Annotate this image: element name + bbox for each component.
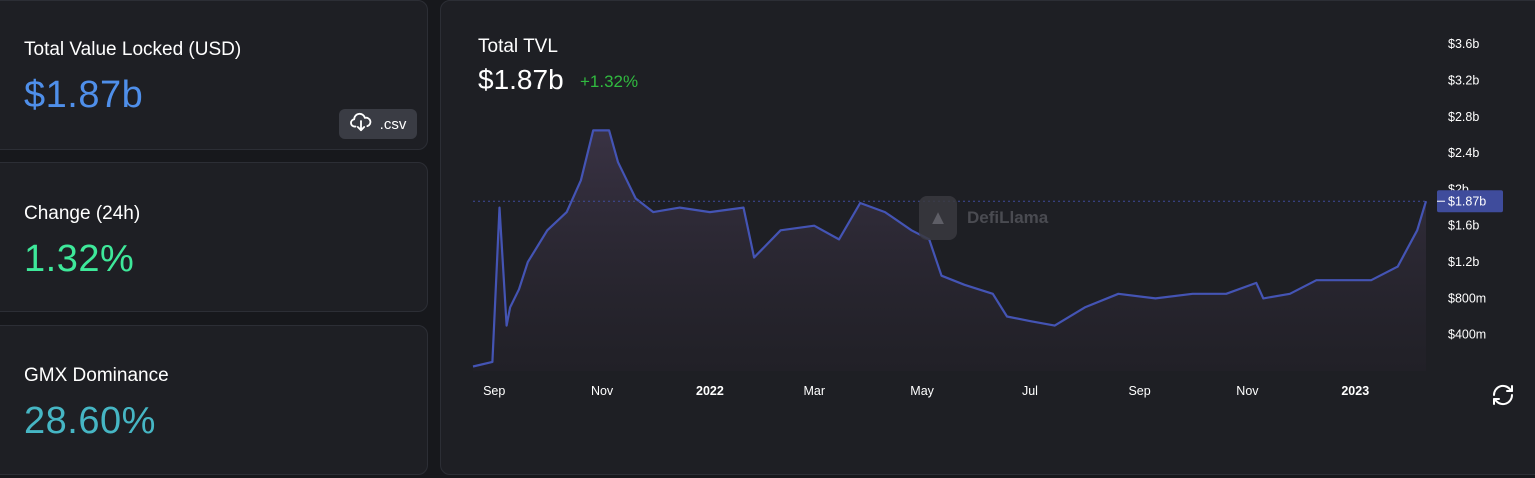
dominance-label: GMX Dominance (24, 365, 169, 386)
y-tick-label: $1.2b (1448, 255, 1479, 269)
change-card: Change (24h) 1.32% (0, 162, 428, 312)
x-tick-label: Sep (1128, 384, 1150, 398)
refresh-icon[interactable] (1491, 383, 1515, 407)
tvl-card: Total Value Locked (USD) $1.87b .csv (0, 0, 428, 150)
watermark-text: DefiLlama (967, 208, 1049, 227)
tvl-value: $1.87b (24, 74, 144, 116)
current-value-marker: $1.87b (1437, 190, 1503, 213)
x-tick-label: 2022 (696, 384, 724, 398)
x-tick-label: Mar (803, 384, 825, 398)
y-tick-label: $1.6b (1448, 219, 1479, 233)
change-label: Change (24h) (24, 203, 141, 224)
y-tick-label: $2.8b (1448, 110, 1479, 124)
change-value: 1.32% (24, 238, 135, 280)
tvl-series-line (472, 129, 1428, 368)
chart-title: Total TVL (478, 36, 558, 57)
x-tick-label: Nov (1236, 384, 1259, 398)
x-tick-label: Sep (483, 384, 505, 398)
x-tick-label: 2023 (1341, 384, 1369, 398)
chart-current-value: $1.87b (478, 64, 564, 95)
y-tick-label: $800m (1448, 291, 1486, 305)
dominance-card: GMX Dominance 28.60% (0, 325, 428, 475)
tvl-area-chart[interactable]: $400m$800m$1.2b$1.6b$2b$2.4b$2.8b$3.2b$3… (441, 1, 1535, 421)
current-value-marker-label: $1.87b (1448, 195, 1486, 209)
y-tick-label: $2.4b (1448, 146, 1479, 160)
x-tick-label: Jul (1022, 384, 1038, 398)
tvl-chart-card: Total TVL $1.87b +1.32% $400m $800m $1.2b $… (440, 0, 1535, 475)
tvl-label: Total Value Locked (USD) (24, 39, 242, 60)
defillama-watermark: ▲ DefiLlama (919, 196, 1048, 240)
dominance-value: 28.60% (24, 400, 156, 442)
chart-change: +1.32% (580, 72, 639, 91)
cloud-download-icon (349, 112, 372, 136)
download-csv-button[interactable]: .csv (339, 109, 417, 139)
csv-button-label: .csv (379, 115, 407, 133)
tvl-area-fill (473, 130, 1426, 371)
y-tick-label: $400m (1448, 328, 1486, 342)
y-tick-label: $3.2b (1448, 73, 1479, 87)
x-tick-label: May (910, 384, 934, 398)
x-tick-label: Nov (591, 384, 614, 398)
y-tick-label: $3.6b (1448, 37, 1479, 51)
llama-logo-icon: ▲ (919, 196, 957, 240)
